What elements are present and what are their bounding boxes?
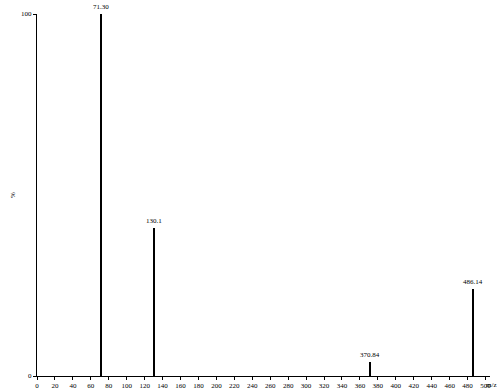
svg-text:420: 420: [409, 382, 420, 390]
svg-text:130.1: 130.1: [146, 217, 162, 225]
svg-text:20: 20: [51, 382, 59, 390]
svg-text:240: 240: [247, 382, 258, 390]
svg-text:220: 220: [229, 382, 240, 390]
svg-text:260: 260: [265, 382, 276, 390]
svg-text:480: 480: [462, 382, 473, 390]
svg-text:180: 180: [193, 382, 204, 390]
svg-text:m/z: m/z: [486, 381, 497, 389]
svg-text:60: 60: [87, 382, 95, 390]
svg-text:320: 320: [319, 382, 330, 390]
svg-text:360: 360: [355, 382, 366, 390]
svg-text:300: 300: [301, 382, 312, 390]
svg-text:486.14: 486.14: [463, 278, 483, 286]
svg-text:100: 100: [121, 382, 132, 390]
svg-text:120: 120: [139, 382, 150, 390]
svg-text:400: 400: [391, 382, 402, 390]
svg-text:160: 160: [175, 382, 186, 390]
svg-text:0: 0: [28, 372, 32, 380]
svg-text:460: 460: [444, 382, 455, 390]
svg-text:370.84: 370.84: [360, 351, 380, 359]
svg-text:%: %: [9, 192, 17, 198]
svg-text:200: 200: [211, 382, 222, 390]
svg-text:140: 140: [157, 382, 168, 390]
svg-text:71.30: 71.30: [93, 3, 109, 11]
svg-text:500: 500: [480, 382, 491, 390]
svg-text:380: 380: [373, 382, 384, 390]
svg-text:80: 80: [105, 382, 113, 390]
svg-text:100: 100: [21, 10, 32, 18]
svg-text:40: 40: [69, 382, 77, 390]
svg-text:280: 280: [283, 382, 294, 390]
svg-text:340: 340: [337, 382, 348, 390]
svg-text:440: 440: [426, 382, 437, 390]
svg-text:0: 0: [35, 382, 39, 390]
